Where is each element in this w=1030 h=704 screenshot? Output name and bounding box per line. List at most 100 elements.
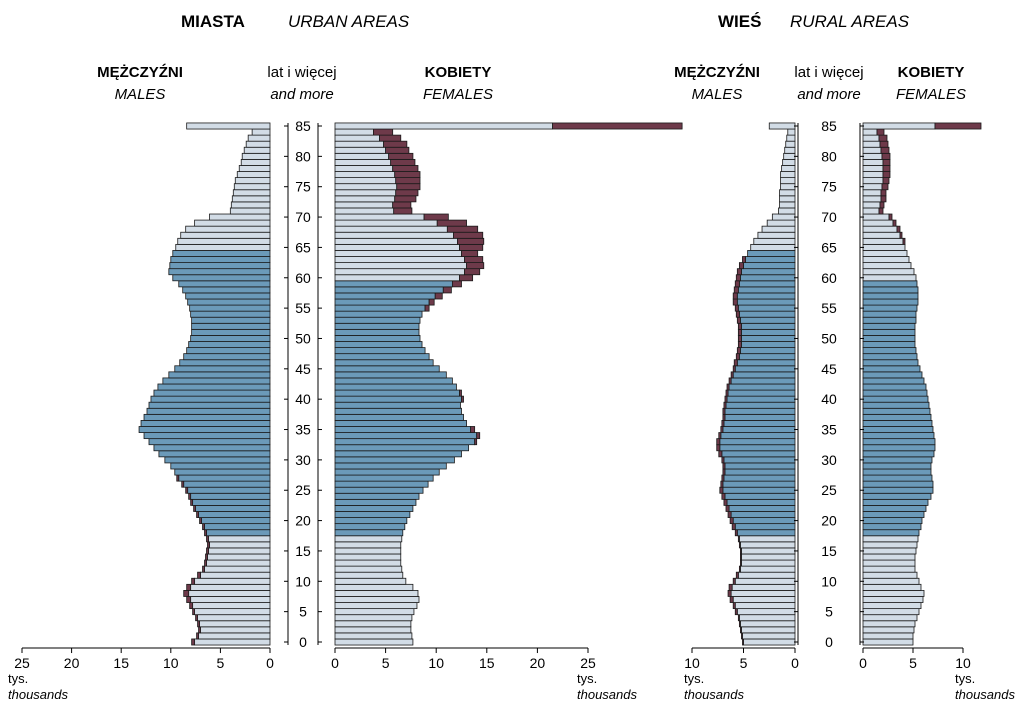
urban-male-bar-age-6	[192, 602, 271, 610]
urban-female-bar-age-46	[334, 359, 434, 367]
urban-female-value-tick-label-25: 25	[580, 655, 596, 671]
urban-female-bar-age-80	[334, 152, 390, 160]
rural-male-surplus-age-6	[732, 602, 736, 610]
urban-age-tick-label-40: 40	[295, 391, 311, 407]
rural-female-bar-age-32	[862, 444, 936, 452]
urban-male-bar-age-58	[182, 286, 271, 294]
rural-male-bar-age-82	[785, 140, 796, 148]
rural-male-bar-age-27	[723, 474, 796, 482]
rural-age-tick-label-10: 10	[821, 573, 837, 589]
rural-male-surplus-age-51	[737, 328, 742, 336]
urban-male-surplus-age-4	[195, 614, 198, 622]
urban-female-surplus-age-55	[424, 304, 430, 312]
urban-female-surplus-age-35	[470, 426, 476, 433]
urban-male-bar-age-36	[140, 420, 271, 427]
rural-female-bar-age-17	[862, 535, 919, 543]
urban-female-surplus-age-66	[457, 237, 485, 245]
urban-female-surplus-age-60	[459, 274, 474, 282]
urban-male-bar-age-72	[230, 201, 271, 209]
rural-female-bar-age-53	[862, 316, 917, 324]
urban-age-tick-label-25: 25	[295, 482, 311, 498]
urban-male-bar-age-62	[169, 262, 271, 270]
urban-female-bar-age-18	[334, 529, 404, 537]
urban-age-tick-label-35: 35	[295, 422, 311, 438]
rural-female-bar-age-43	[862, 377, 925, 385]
rural-male-bar-age-55	[737, 304, 796, 312]
urban-female-bar-age-75	[334, 183, 398, 191]
rural-female-bar-age-33	[862, 438, 936, 446]
rural-age-tick-label-85: 85	[821, 118, 837, 134]
urban-male-bar-age-34	[143, 432, 271, 440]
rural-female-surplus-age-69	[892, 219, 897, 227]
urban-male-surplus-age-19	[202, 523, 205, 531]
rural-male-surplus-age-14	[740, 553, 742, 561]
urban-male-value-tick-label-20: 20	[64, 655, 80, 671]
rural-male-value-tick-label-10: 10	[684, 655, 700, 671]
rural-male-surplus-age-43	[728, 377, 732, 385]
rural-male-bar-age-64	[747, 250, 796, 257]
urban-female-bar-age-12	[334, 565, 403, 573]
urban-female-bar-age-51	[334, 328, 420, 336]
urban-female-bar-age-25	[334, 486, 424, 494]
urban-male-value-tick-label-0: 0	[266, 655, 274, 671]
urban-male-bar-age-65	[175, 243, 271, 251]
urban-male-bar-age-66	[177, 237, 271, 245]
urban-male-bar-age-17	[208, 535, 271, 543]
urban-female-bar-age-67	[334, 231, 454, 239]
urban-male-surplus-age-5	[192, 608, 195, 616]
urban-male-bar-age-79	[240, 158, 271, 166]
urban-male-surplus-age-25	[185, 486, 189, 494]
urban-male-bar-age-39	[148, 401, 271, 409]
urban-female-surplus-age-57	[434, 292, 443, 300]
urban-male-surplus-age-11	[197, 571, 201, 579]
rural-female-bar-age-50	[862, 335, 916, 342]
urban-female-surplus-age-80	[388, 152, 414, 160]
urban-male-unit: tys.	[8, 671, 28, 686]
rural-female-value-tick-label-0: 0	[859, 655, 867, 671]
rural-male-bar-age-20	[732, 517, 796, 525]
urban-female-bar-age-36	[334, 420, 467, 427]
urban-female-surplus-age-62	[466, 262, 485, 270]
urban-male-surplus-age-23	[190, 498, 194, 506]
urban-female-bar-age-30	[334, 456, 455, 464]
rural-female-bar-age-7	[862, 596, 924, 603]
rural-female-surplus-age-70	[888, 213, 893, 221]
urban-male-bar-age-53	[191, 316, 271, 324]
urban-age-tick-label-60: 60	[295, 270, 311, 286]
rural-male-bar-age-33	[719, 438, 796, 446]
rural-male-bar-age-50	[741, 335, 796, 342]
rural-male-bar-age-56	[736, 298, 796, 306]
rural-female-bar-age-14	[862, 553, 916, 561]
urban-female-bar-age-3	[334, 620, 412, 628]
rural-male-surplus-age-22	[725, 505, 730, 512]
urban-male-bar-age-83	[247, 134, 271, 142]
urban-female-bar-age-20	[334, 517, 408, 525]
urban-female-bar-age-42	[334, 383, 457, 391]
urban-female-bar-age-26	[334, 480, 429, 488]
urban-male-bar-age-43	[162, 377, 271, 385]
urban-age-tick-label-70: 70	[295, 209, 311, 225]
urban-male-surplus-age-9	[186, 583, 192, 591]
rural-male-bar-age-21	[730, 511, 796, 518]
rural-female-value-tick-label-10: 10	[955, 655, 971, 671]
urban-female-bar-age-0	[334, 638, 414, 646]
urban-male-bar-age-49	[188, 341, 271, 348]
urban-female-bar-age-27	[334, 474, 434, 482]
urban-male-bar-age-31	[158, 450, 271, 458]
urban-male-bar-age-48	[186, 347, 271, 355]
rural-male-surplus-age-15	[740, 547, 742, 555]
rural-age-tick-label-40: 40	[821, 391, 837, 407]
rural-age-tick-label-5: 5	[825, 604, 833, 620]
rural-female-bar-age-42	[862, 383, 927, 391]
rural-male-surplus-age-4	[737, 614, 740, 622]
rural-male-surplus-age-5	[734, 608, 738, 616]
urban-female-bar-age-32	[334, 444, 469, 452]
urban-male-bar-age-37	[143, 413, 271, 421]
rural-male-surplus-age-45	[732, 365, 736, 373]
rural-female-bar-age-75	[862, 183, 883, 191]
urban-female-bar-age-74	[334, 189, 397, 197]
rural-male-bar-age-81	[784, 146, 796, 154]
urban-male-bar-age-16	[209, 541, 271, 549]
urban-male-bar-age-14	[207, 553, 271, 561]
rural-male-bar-age-57	[736, 292, 796, 300]
